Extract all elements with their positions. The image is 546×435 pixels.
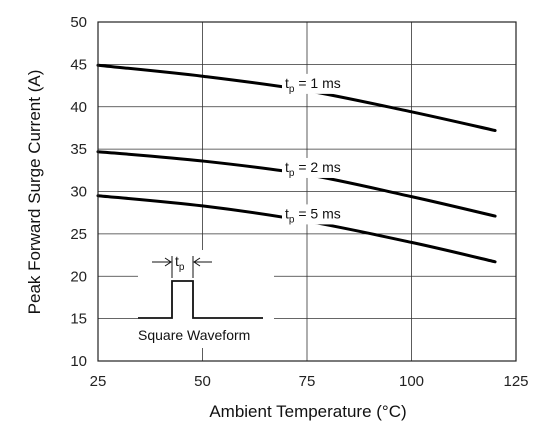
y-tick-label: 45 [70, 56, 87, 73]
series-labels: tp = 1 ms tp = 2 ms tp = 5 ms [282, 73, 356, 225]
series-label-background [282, 157, 356, 178]
x-axis-title: Ambient Temperature (°C) [209, 402, 406, 421]
y-tick-label: 50 [70, 14, 87, 31]
y-tick-label: 40 [70, 99, 87, 116]
series-label-background [282, 204, 356, 225]
y-tick-label: 35 [70, 141, 87, 158]
y-tick-label: 10 [70, 353, 87, 370]
series-label-3: tp = 5 ms [285, 205, 341, 225]
series-label-2: tp = 2 ms [285, 159, 341, 179]
inset-background [138, 250, 274, 348]
pulse-arrow-left [152, 257, 172, 267]
x-tick-label: 25 [90, 373, 107, 390]
y-tick-label: 15 [70, 311, 87, 328]
y-tick-label: 20 [70, 268, 87, 285]
series-label-1: tp = 1 ms [285, 75, 341, 95]
tick-labels: 25 50 75 100 125 10 15 20 25 30 35 40 45 50 [70, 14, 528, 390]
inset-caption: Square Waveform [138, 327, 250, 343]
x-tick-label: 75 [299, 373, 316, 390]
square-pulse-shape [138, 280, 263, 319]
plot-frame [97, 21, 517, 362]
x-tick-label: 50 [194, 373, 211, 390]
series-label-background [282, 73, 356, 94]
y-tick-label: 30 [70, 184, 87, 201]
pulse-width-label: tp [175, 253, 185, 273]
y-tick-label: 25 [70, 226, 87, 243]
y-axis-title: Peak Forward Surge Current (A) [25, 70, 44, 315]
x-tick-label: 125 [503, 373, 528, 390]
square-waveform-inset: tp Square Waveform [138, 250, 274, 348]
x-tick-label: 100 [399, 373, 424, 390]
pulse-arrow-right [193, 257, 212, 267]
